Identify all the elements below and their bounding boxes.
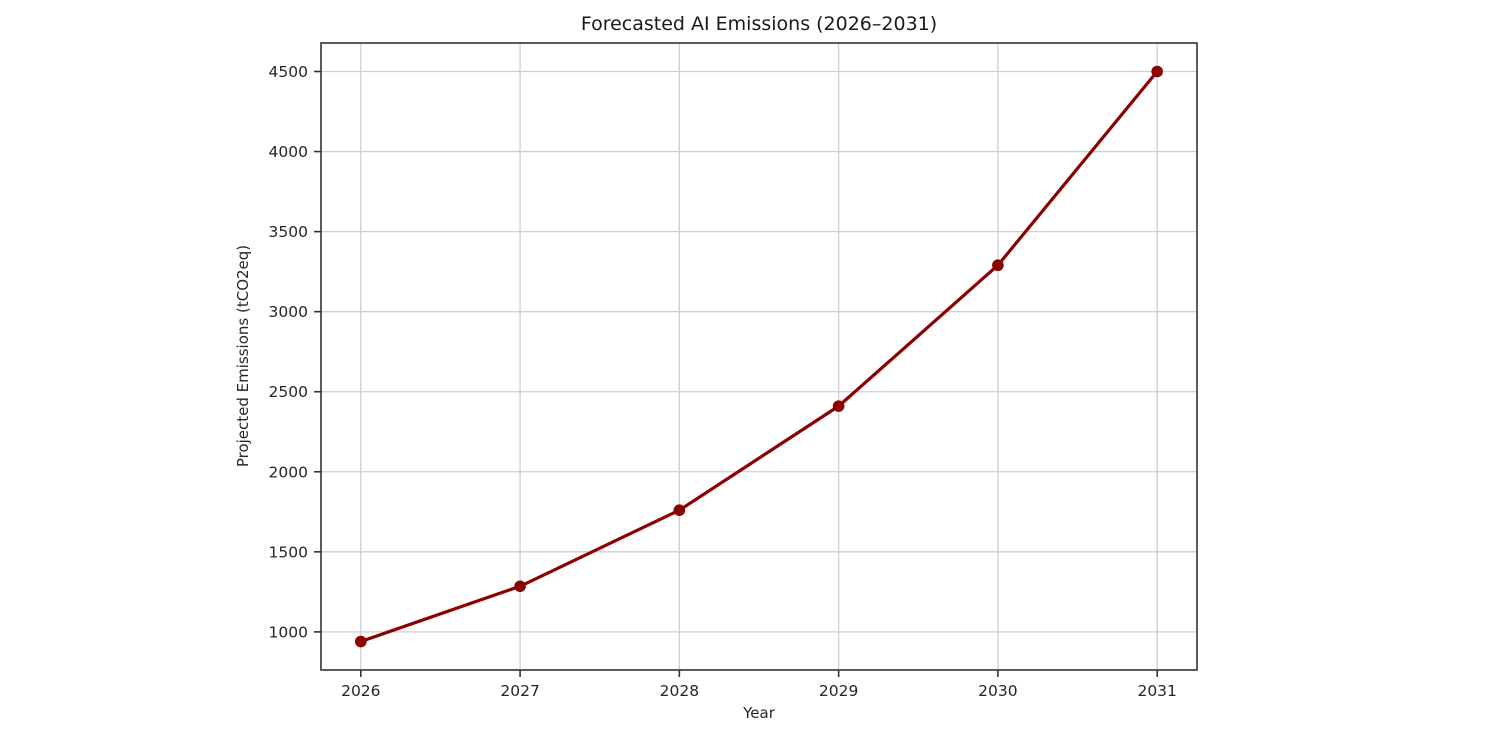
x-tick-label: 2027 <box>500 682 539 700</box>
x-tick-label: 2029 <box>819 682 858 700</box>
data-point-marker <box>355 635 367 648</box>
axis-tick-labels: 2026 2027 2028 2029 2030 2031 1000 1500 2000 2500… <box>269 63 1177 700</box>
y-tick-label: 4500 <box>269 63 308 81</box>
y-tick-label: 1500 <box>269 543 308 561</box>
x-tick-label: 2031 <box>1137 682 1176 700</box>
y-tick-label: 2000 <box>269 463 308 481</box>
y-tick-label: 2500 <box>269 383 308 401</box>
x-tick-label: 2026 <box>341 682 380 700</box>
data-point-marker <box>992 259 1004 272</box>
y-axis-label: Projected Emissions (tCO2eq) <box>234 245 252 467</box>
emissions-line <box>359 69 1159 644</box>
x-tick-label: 2028 <box>660 682 699 700</box>
x-axis-label: Year <box>742 704 776 722</box>
plot-frame <box>320 42 1198 671</box>
gridlines <box>321 43 1197 670</box>
x-tick-label: 2030 <box>978 682 1017 700</box>
data-point-marker <box>1151 65 1163 78</box>
y-tick-label: 1000 <box>269 623 308 641</box>
chart-title: Forecasted AI Emissions (2026–2031) <box>581 13 937 35</box>
y-tick-label: 3500 <box>269 223 308 241</box>
y-tick-label: 3000 <box>269 303 308 321</box>
axis-tick-marks <box>314 70 1158 677</box>
data-point-marker <box>832 400 845 412</box>
emissions-series <box>355 65 1163 648</box>
data-point-marker <box>673 504 686 517</box>
y-tick-label: 4000 <box>269 143 308 161</box>
data-point-marker <box>514 580 526 593</box>
